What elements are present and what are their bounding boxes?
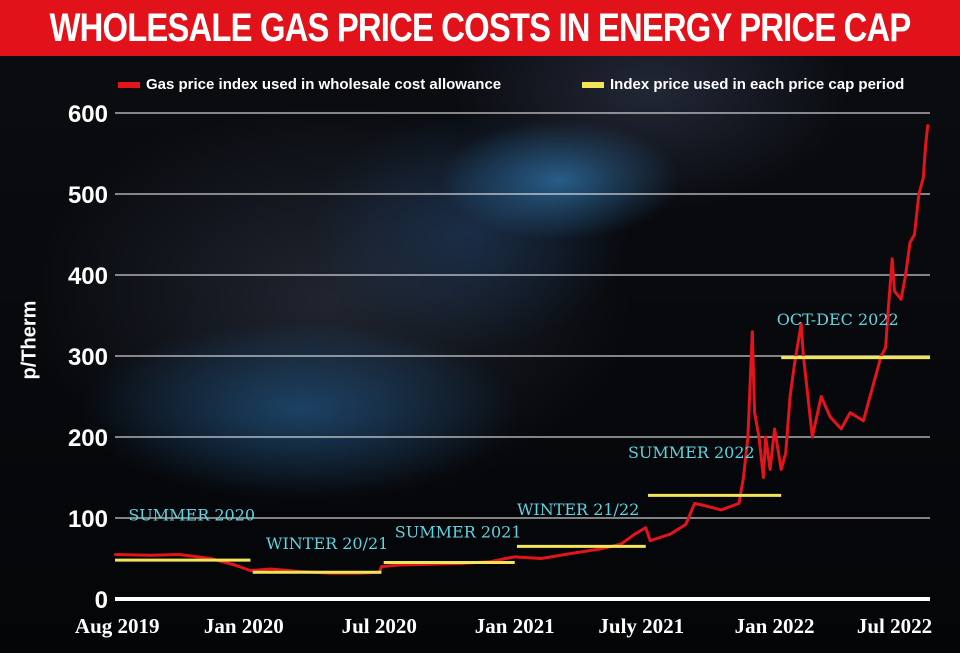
gas-price-point <box>113 553 117 556</box>
gas-price-point <box>569 552 572 555</box>
gas-price-point <box>398 563 401 567</box>
title-banner: WHOLESALE GAS PRICE COSTS IN ENERGY PRIC… <box>0 0 960 56</box>
period-annotation: WINTER 21/22 <box>517 500 639 519</box>
gas-price-point <box>742 476 745 479</box>
gas-price-point <box>633 533 636 536</box>
gas-price-point <box>893 290 896 293</box>
gas-price-point <box>178 553 181 556</box>
gas-price-point <box>886 314 890 317</box>
gas-price-point <box>875 371 878 374</box>
y-tick-label: 300 <box>68 344 108 371</box>
gas-price-index-line <box>114 125 930 575</box>
gas-price-point <box>926 123 929 127</box>
gas-price-point <box>249 569 252 572</box>
gas-price-point <box>648 539 652 542</box>
gas-price-point <box>811 435 814 439</box>
gas-price-point <box>913 233 916 236</box>
gas-price-point <box>233 563 237 567</box>
gas-price-point <box>793 362 796 366</box>
gas-price-point <box>828 415 832 418</box>
gas-price-point <box>839 427 843 431</box>
gas-price-point <box>884 346 887 350</box>
period-annotation: WINTER 20/21 <box>266 534 388 553</box>
gas-price-point <box>899 298 903 301</box>
gas-price-point <box>380 565 383 568</box>
gas-price-point <box>269 567 272 571</box>
legend-swatch-yellow <box>582 81 604 88</box>
period-annotation: SUMMER 2021 <box>395 522 522 541</box>
period-annotation: SUMMER 2022 <box>628 443 755 462</box>
legend-item-cap-index: Index price used in each price cap perio… <box>582 76 904 93</box>
gas-price-point <box>908 241 912 244</box>
x-tick-label: Jul 2022 <box>857 614 932 638</box>
gas-price-point <box>504 557 508 560</box>
gas-price-point <box>668 533 672 536</box>
gas-price-point <box>922 176 925 179</box>
gas-price-point <box>513 555 516 559</box>
legend-label: Gas price index used in wholesale cost a… <box>146 76 502 93</box>
gas-price-point <box>753 411 756 414</box>
gas-price-point <box>904 273 907 277</box>
gas-price-point <box>684 523 687 526</box>
period-annotation: OCT-DEC 2022 <box>777 310 899 329</box>
gas-price-point <box>891 257 894 260</box>
gas-price-point <box>764 435 767 439</box>
x-tick-label: Aug 2019 <box>75 614 160 638</box>
x-tick-label: Jan 2021 <box>475 614 555 638</box>
chart-title: WHOLESALE GAS PRICE COSTS IN ENERGY PRIC… <box>49 5 912 50</box>
gas-price-point <box>737 502 741 505</box>
legend-label: Index price used in each price cap perio… <box>610 76 905 93</box>
gas-price-point <box>746 435 750 439</box>
y-tick-label: 600 <box>68 101 108 128</box>
y-tick-label: 400 <box>68 263 108 290</box>
gas-price-point <box>149 554 152 557</box>
x-tick-label: Jan 2020 <box>204 614 284 638</box>
y-tick-label: 0 <box>95 587 108 614</box>
gas-price-point <box>917 192 921 196</box>
gas-price-point <box>762 476 765 479</box>
gas-price-point <box>768 468 772 471</box>
gas-price-point <box>806 395 810 398</box>
gas-price-point <box>600 547 603 550</box>
legend-item-gas-index: Gas price index used in wholesale cost a… <box>118 76 501 93</box>
gas-price-point <box>620 542 623 546</box>
legend-swatch-red <box>118 81 140 88</box>
gas-price-point <box>757 435 761 439</box>
gas-price-point <box>788 395 792 398</box>
gas-price-point <box>540 557 543 560</box>
gas-price-point <box>862 419 865 422</box>
gas-price-point <box>780 468 783 471</box>
period-annotation: SUMMER 2020 <box>128 505 255 524</box>
gas-price-point <box>773 427 776 431</box>
gas-price-point <box>720 508 723 512</box>
x-tick-label: Jul 2020 <box>342 614 417 638</box>
gas-price-point <box>693 502 696 505</box>
y-tick-label: 100 <box>68 506 108 533</box>
y-tick-label: 200 <box>68 425 108 452</box>
gas-price-point <box>819 395 823 398</box>
gas-price-point <box>644 526 647 529</box>
gas-price-point <box>848 411 852 414</box>
gas-price-point <box>751 330 754 333</box>
gas-price-point <box>924 144 927 147</box>
gas-price-point <box>799 322 803 325</box>
gas-price-point <box>784 452 787 455</box>
gas-price-point <box>868 395 872 398</box>
x-tick-label: July 2021 <box>598 614 684 638</box>
x-tick-label: Jan 2022 <box>735 614 815 638</box>
gas-price-point <box>704 504 707 508</box>
y-tick-label: 500 <box>68 182 108 209</box>
